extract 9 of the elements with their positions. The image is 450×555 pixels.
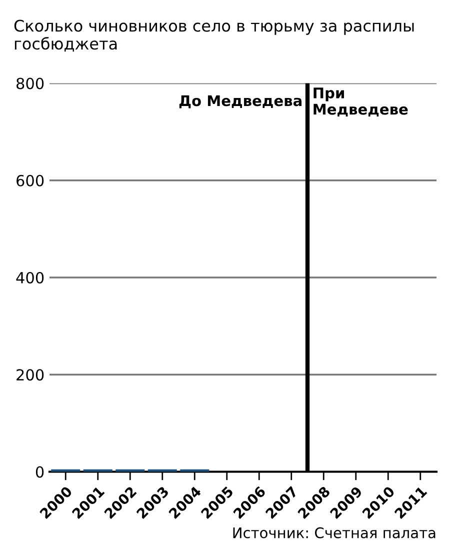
y-tick-label: 0 — [36, 466, 44, 478]
y-tick-label: 600 — [16, 174, 44, 186]
y-tick-label: 200 — [16, 369, 44, 381]
text: Источник: Счетная палата — [233, 527, 436, 538]
y-tick-label: 800 — [16, 78, 44, 90]
chart-title: Сколько чиновников село в тюрьму за распилы госбюджета — [14, 20, 414, 52]
y-tick-label: 400 — [16, 272, 44, 284]
annotation: До Медведева — [179, 95, 302, 108]
annotation: При Медведеве — [314, 88, 408, 117]
